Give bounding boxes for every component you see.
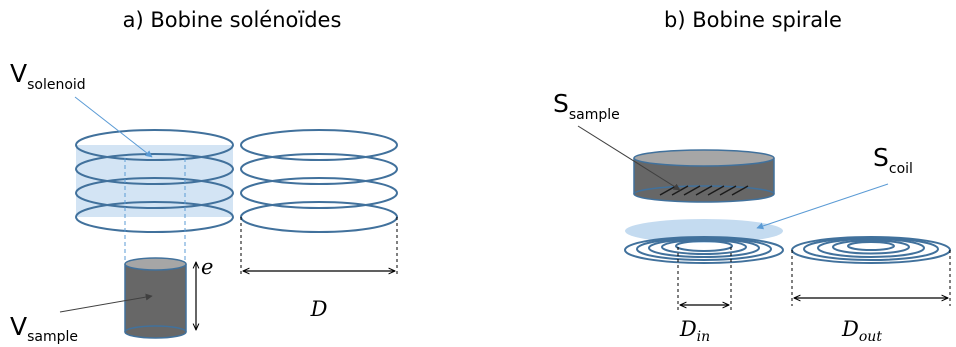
coil-turn-1 (240, 129, 398, 161)
d-in-label: Din (679, 317, 710, 345)
s-sample-pointer (577, 125, 681, 191)
panel-a: a) Bobine solénoïdes D (10, 8, 398, 345)
v-solenoid-pointer (74, 96, 153, 158)
coil-turn-4 (75, 201, 234, 233)
puck-bottom (633, 185, 775, 203)
spiral-turn-4 (832, 239, 910, 255)
spiral-turn-5 (675, 240, 733, 252)
coil-turn-3 (75, 177, 234, 209)
d-out-label: Dout (841, 317, 882, 345)
v-solenoid-label: Vsolenoid (10, 59, 86, 93)
coil-turn-2 (75, 153, 234, 185)
spiral-turn-5 (847, 241, 895, 251)
sample-body (125, 264, 186, 332)
coil-turn-4 (240, 201, 398, 233)
solenoid-with-volume (75, 129, 234, 265)
sample-bottom (124, 325, 187, 339)
sample-cylinder: e (124, 255, 213, 339)
s-coil-label: Scoil (873, 143, 913, 177)
panel-b-title: b) Bobine spirale (664, 8, 842, 32)
panel-b: b) Bobine spirale Ssample (553, 8, 951, 345)
s-coil-pointer (756, 183, 889, 230)
v-sample-pointer (59, 293, 153, 313)
spiral-coil-left: Din (624, 219, 784, 345)
diameter-label: D (310, 297, 328, 321)
spiral-turn-3 (817, 238, 925, 258)
v-sample-label: Vsample (10, 312, 78, 345)
coil-turn-1 (75, 129, 234, 161)
sample-puck (633, 149, 775, 203)
coil-turn-3 (240, 177, 398, 209)
coil-turn-2 (240, 153, 398, 185)
sample-top (124, 257, 187, 271)
coil-surface (625, 219, 783, 243)
thickness-label: e (201, 255, 213, 279)
panel-a-title: a) Bobine solénoïdes (123, 8, 342, 32)
s-sample-label: Ssample (553, 89, 620, 123)
puck-top (633, 149, 775, 167)
spiral-coil-right: Dout (791, 236, 951, 345)
solenoid-plain: D (240, 129, 398, 321)
